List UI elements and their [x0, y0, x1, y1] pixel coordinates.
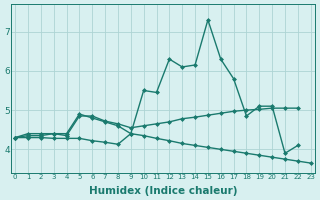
X-axis label: Humidex (Indice chaleur): Humidex (Indice chaleur)	[89, 186, 237, 196]
